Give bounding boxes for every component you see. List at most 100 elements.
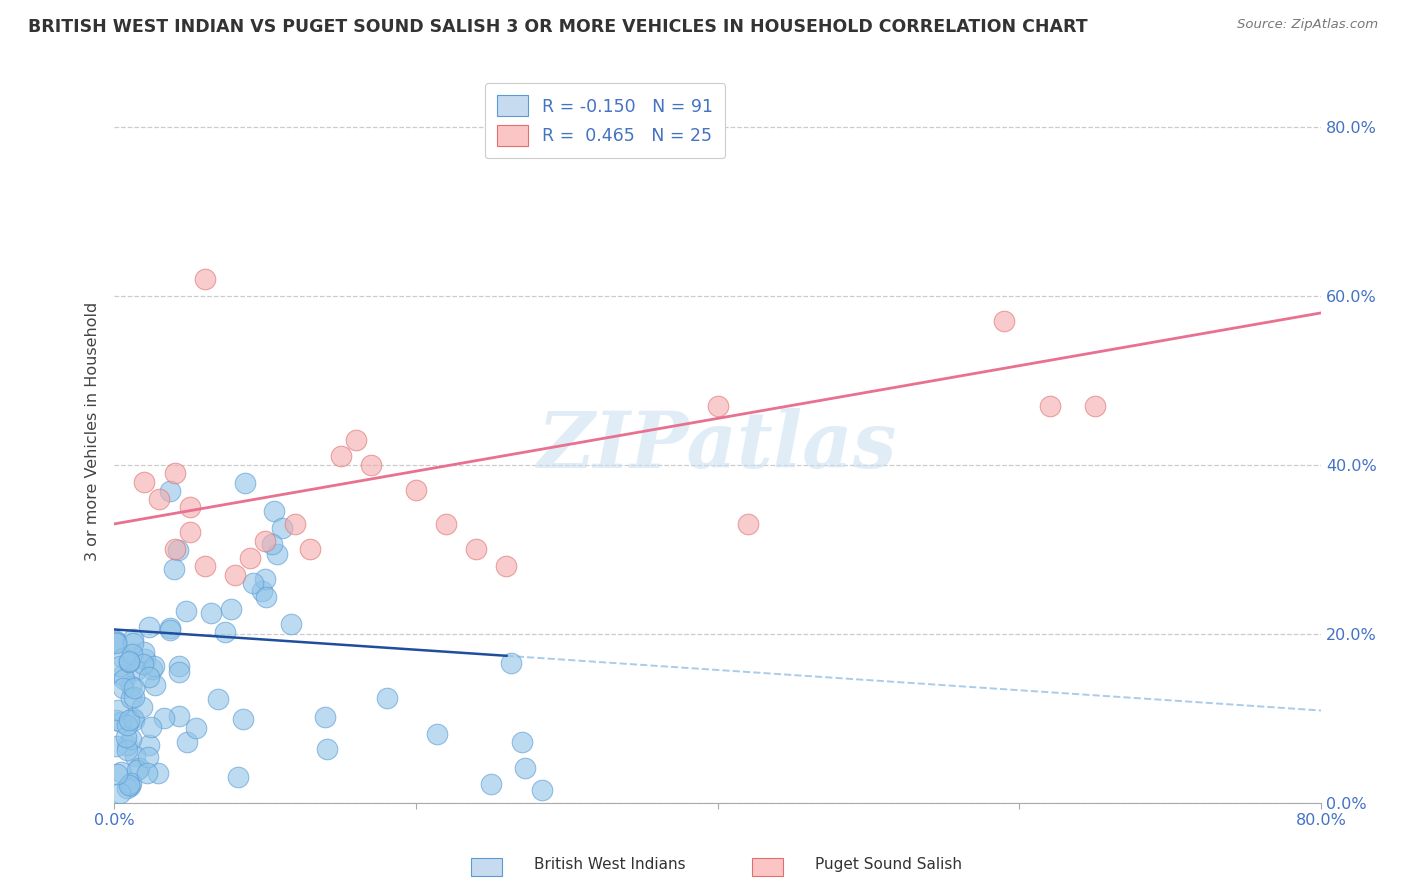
Point [316,741,339,756]
Point [111,681,134,696]
Point [134,645,156,659]
Point [128,760,150,774]
Point [513,761,536,775]
Point [163,562,186,576]
Point [121,636,143,650]
Point [163,467,186,481]
Point [105,635,128,649]
Point [124,681,146,696]
Point [115,718,138,732]
Point [176,735,198,749]
Point [499,657,522,671]
Point [737,516,759,531]
Point [112,672,135,686]
Point [1084,399,1107,413]
Point [115,742,138,756]
Point [314,710,336,724]
Legend: R = -0.150   N = 91, R =  0.465   N = 25: R = -0.150 N = 91, R = 0.465 N = 25 [485,83,725,159]
Point [115,730,138,744]
Point [167,665,190,679]
Point [214,625,236,640]
Point [179,500,201,514]
Point [233,475,256,490]
Point [280,617,302,632]
Point [194,272,217,286]
Point [375,690,398,705]
Point [152,711,174,725]
Point [104,636,127,650]
Point [118,713,141,727]
Point [105,766,128,780]
Point [531,782,554,797]
Point [465,542,488,557]
Point [167,543,190,558]
Point [143,677,166,691]
Point [194,559,217,574]
Point [120,731,142,746]
Point [270,521,292,535]
Point [148,491,170,506]
Point [169,659,191,673]
Point [224,567,246,582]
Point [134,652,156,666]
Point [120,690,142,705]
Point [284,516,307,531]
Point [159,623,181,637]
Point [118,779,141,793]
Point [163,542,186,557]
Point [706,399,728,413]
Point [141,662,163,676]
Point [260,537,283,551]
Text: Source: ZipAtlas.com: Source: ZipAtlas.com [1237,18,1378,31]
Point [118,654,141,668]
Point [120,679,142,693]
Point [118,656,141,670]
Point [131,700,153,714]
Text: ZIPatlas: ZIPatlas [538,408,897,484]
Point [405,483,427,498]
Point [121,647,143,661]
Point [266,547,288,561]
Point [169,709,191,723]
Point [254,533,277,548]
Point [142,659,165,673]
Point [252,583,274,598]
Point [299,542,322,557]
Point [138,620,160,634]
Point [104,739,127,753]
Point [139,720,162,734]
Point [110,765,132,780]
Point [207,692,229,706]
Point [200,606,222,620]
Point [360,458,382,472]
Point [219,601,242,615]
Point [134,475,156,489]
Point [120,776,142,790]
Point [242,576,264,591]
Point [107,703,129,717]
Point [122,632,145,647]
Point [1039,399,1062,413]
Point [105,633,128,648]
Point [993,314,1015,328]
Point [228,770,250,784]
Point [125,663,148,677]
Point [254,590,277,604]
Point [115,738,138,752]
Point [426,727,449,741]
Point [124,690,146,704]
Point [184,721,207,735]
Point [512,735,534,749]
Point [263,504,285,518]
Point [132,657,155,671]
Point [105,713,128,727]
Point [136,750,159,764]
Point [111,651,134,665]
Point [179,525,201,540]
Point [148,766,170,780]
Point [138,670,160,684]
Point [127,764,149,778]
Point [108,786,131,800]
Point [110,658,132,673]
Point [344,433,367,447]
